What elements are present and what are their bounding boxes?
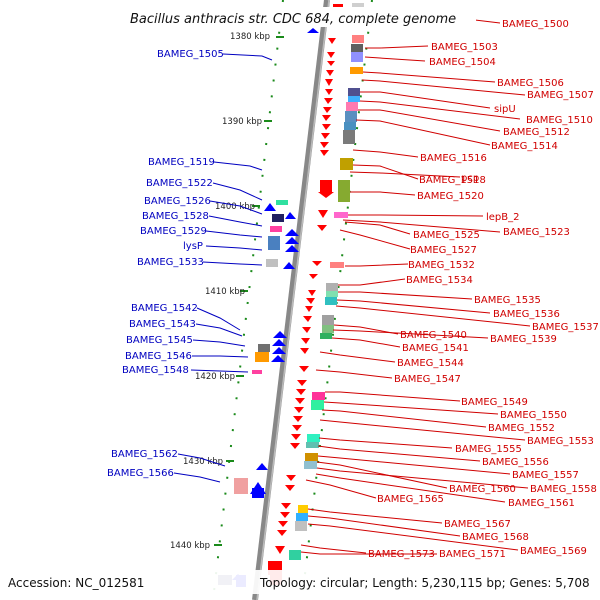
gene-label-BAMEG_1558: BAMEG_1558 [530, 484, 597, 495]
gene-label-BAMEG_1546: BAMEG_1546 [125, 351, 192, 362]
gene-label-BAMEG_1532: BAMEG_1532 [408, 260, 475, 271]
gene-label-BAMEG_1522: BAMEG_1522 [146, 178, 213, 189]
gene-label-lysP: lysP [183, 241, 203, 252]
gene-label-BAMEG_1550: BAMEG_1550 [500, 410, 567, 421]
gene-label-BAMEG_1539: BAMEG_1539 [490, 334, 557, 345]
right-connectors [300, 19, 531, 555]
gene-label-BAMEG_1540: BAMEG_1540 [400, 330, 467, 341]
gene-label-BAMEG_1556: BAMEG_1556 [482, 457, 549, 468]
gene-label-BAMEG_1504: BAMEG_1504 [429, 57, 496, 68]
gene-label-BAMEG_1534: BAMEG_1534 [406, 275, 473, 286]
gene-label-BAMEG_1514: BAMEG_1514 [491, 141, 558, 152]
gene-label-BAMEG_1527: BAMEG_1527 [410, 245, 477, 256]
gene-label-BAMEG_1571: BAMEG_1571 [439, 549, 506, 560]
tick-marks [214, 36, 284, 546]
gene-label-BAMEG_1506: BAMEG_1506 [497, 78, 564, 89]
gene-color-blocks [218, 3, 364, 585]
tick-label-1390: 1390 kbp [222, 117, 262, 127]
accession-text: Accession: NC_012581 [8, 576, 144, 590]
gene-label-BAMEG_1500: BAMEG_1500 [502, 19, 569, 30]
gene-label-BAMEG_1552: BAMEG_1552 [488, 423, 555, 434]
title-backing [126, 7, 476, 27]
left-connectors [173, 53, 273, 483]
gene-label-BAMEG_1566: BAMEG_1566 [107, 468, 174, 479]
gene-label-BAMEG_1525: BAMEG_1525 [413, 230, 480, 241]
gene-label-BAMEG_1503: BAMEG_1503 [431, 42, 498, 53]
gene-label-BAMEG_1526: BAMEG_1526 [144, 196, 211, 207]
gene-label-BAMEG_1568: BAMEG_1568 [462, 532, 529, 543]
gene-label-lepB_2: lepB_2 [486, 212, 520, 223]
forward-strand-genes [232, 28, 319, 587]
gene-label-BAMEG_1544: BAMEG_1544 [397, 358, 464, 369]
gene-label-BAMEG_1505: BAMEG_1505 [157, 49, 224, 60]
gene-label-BAMEG_1516: BAMEG_1516 [420, 153, 487, 164]
gene-label-BAMEG_1547: BAMEG_1547 [394, 374, 461, 385]
gene-label-BAMEG_1512: BAMEG_1512 [503, 127, 570, 138]
gene-label-BAMEG_1536: BAMEG_1536 [493, 309, 560, 320]
gene-label-BAMEG_1541: BAMEG_1541 [402, 343, 469, 354]
gene-label-BAMEG_1562: BAMEG_1562 [111, 449, 178, 460]
gene-label-sipU: sipU [494, 104, 516, 115]
gene-label-BAMEG_1555: BAMEG_1555 [455, 444, 522, 455]
map-title: Bacillus anthracis str. CDC 684, complet… [130, 12, 456, 27]
gene-label-BAMEG_1561: BAMEG_1561 [508, 498, 575, 509]
tick-label-1410: 1410 kbp [205, 287, 245, 297]
gene-label-BAMEG_1565: BAMEG_1565 [377, 494, 444, 505]
gene-label-BAMEG_1560: BAMEG_1560 [449, 484, 516, 495]
gene-label-BAMEG_1545: BAMEG_1545 [126, 335, 193, 346]
gene-label-BAMEG_1529: BAMEG_1529 [140, 226, 207, 237]
genome-backbone-highlight [256, 0, 330, 600]
gene-label-BAMEG_1537: BAMEG_1537 [532, 322, 599, 333]
gene-label-BAMEG_1567: BAMEG_1567 [444, 519, 511, 530]
reverse-strand-genes [268, 4, 343, 585]
tick-label-1440: 1440 kbp [170, 541, 210, 551]
genome-backbone [252, 0, 330, 600]
gene-label-BAMEG_1543: BAMEG_1543 [129, 319, 196, 330]
gene-label-BAMEG_1542: BAMEG_1542 [131, 303, 198, 314]
gene-label-BAMEG_1548: BAMEG_1548 [122, 365, 189, 376]
gene-label-BAMEG_1520: BAMEG_1520 [417, 191, 484, 202]
gene-label-BAMEG_1528: BAMEG_1528 [142, 211, 209, 222]
gene-label-BAMEG_1549: BAMEG_1549 [461, 397, 528, 408]
gene-label-BAMEG_1557: BAMEG_1557 [512, 470, 579, 481]
gene-label-BAMEG_1510: BAMEG_1510 [526, 115, 593, 126]
footer-backing [0, 570, 600, 594]
gene-label-BAMEG_1518: BAMEG_1518 [419, 175, 486, 186]
tick-label-1420: 1420 kbp [195, 372, 235, 382]
gene-label-BAMEG_1523: BAMEG_1523 [503, 227, 570, 238]
tick-label-1430: 1430 kbp [183, 457, 223, 467]
tick-label-1400: 1400 kbp [215, 202, 255, 212]
gene-label-BAMEG_1535: BAMEG_1535 [474, 295, 541, 306]
gene-label-BAMEG_1569: BAMEG_1569 [520, 546, 587, 557]
gene-label-BAMEG_1519: BAMEG_1519 [148, 157, 215, 168]
gene-label-BAMEG_1553: BAMEG_1553 [527, 436, 594, 447]
tick-label-1380: 1380 kbp [230, 32, 270, 42]
gene-label-BAMEG_1533: BAMEG_1533 [137, 257, 204, 268]
gene-label-BAMEG_1507: BAMEG_1507 [527, 90, 594, 101]
genome-summary-text: Topology: circular; Length: 5,230,115 bp… [259, 576, 590, 590]
gene-label-BAMEG_1573: BAMEG_1573 [368, 549, 435, 560]
left-dotted-guide [212, 0, 284, 600]
gene-label-pcp: pcp [461, 173, 479, 184]
